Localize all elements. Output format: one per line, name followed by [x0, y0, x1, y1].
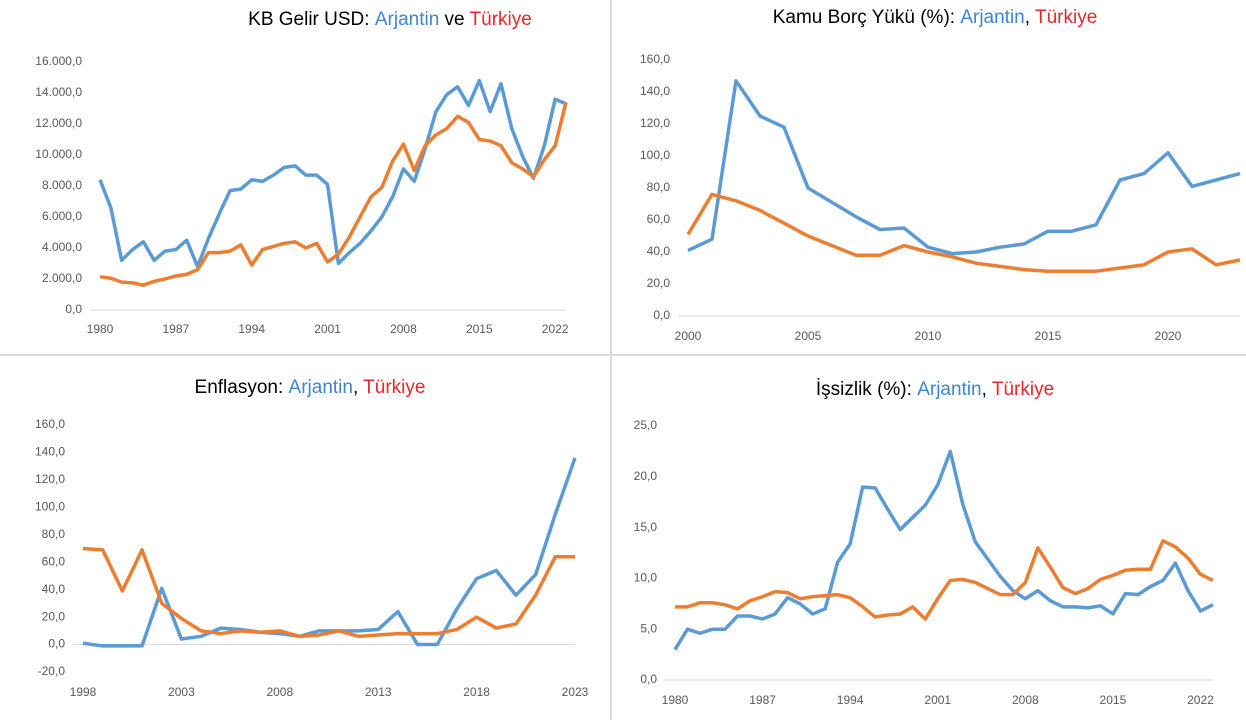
legend-entry: Türkiye — [470, 9, 532, 30]
y-tick-label: 80,0 — [42, 527, 66, 541]
y-tick-label: 10,0 — [634, 571, 658, 585]
title-separator: , — [353, 377, 363, 398]
x-tick-label: 2015 — [1100, 693, 1127, 707]
x-tick-label: 2003 — [168, 685, 195, 699]
chart-title: Enflasyon: Arjantin, Türkiye — [195, 377, 426, 398]
title-separator: , — [1025, 7, 1035, 28]
y-tick-label: 0,0 — [653, 308, 670, 322]
x-tick-label: 2008 — [266, 685, 293, 699]
series-line — [673, 449, 1214, 651]
y-tick-label: 140,0 — [640, 84, 670, 98]
y-tick-label: 0,0 — [48, 637, 65, 651]
y-tick-label: 10.000,0 — [35, 147, 82, 161]
chart-title: Kamu Borç Yükü (%): Arjantin, Türkiye — [773, 7, 1098, 28]
y-tick-label: 120,0 — [640, 116, 670, 130]
y-tick-label: 12.000,0 — [35, 116, 82, 130]
title-text: İşsizlik (%): — [816, 379, 912, 400]
y-tick-label: 14.000,0 — [35, 85, 82, 99]
x-tick-label: 2015 — [1035, 329, 1062, 343]
title-text: Kamu Borç Yükü (%): — [773, 7, 955, 28]
y-tick-label: 0,0 — [65, 302, 82, 316]
x-tick-label: 2015 — [466, 322, 493, 336]
y-tick-label: 20,0 — [42, 609, 66, 623]
x-tick-label: 2022 — [542, 322, 569, 336]
series-line — [98, 78, 567, 269]
x-tick-label: 2013 — [365, 685, 392, 699]
y-tick-label: 0,0 — [640, 672, 657, 686]
x-tick-label: 1987 — [749, 693, 776, 707]
series-line — [82, 457, 577, 648]
series-line — [99, 101, 568, 287]
y-tick-label: 60,0 — [42, 554, 66, 568]
x-tick-label: 2020 — [1155, 329, 1182, 343]
title-text: Enflasyon: — [195, 377, 284, 398]
y-tick-label: 140,0 — [35, 445, 65, 459]
legend-entry: Arjantin — [917, 379, 981, 400]
legend-entry: Türkiye — [363, 377, 425, 398]
y-tick-label: 5,0 — [640, 621, 657, 635]
y-tick-label: 6.000,0 — [42, 209, 82, 223]
legend-entry: Arjantin — [289, 377, 353, 398]
y-tick-label: 40,0 — [647, 244, 671, 258]
series-line — [687, 79, 1241, 256]
x-tick-label: 2001 — [314, 322, 341, 336]
legend-entry: Türkiye — [1035, 7, 1097, 28]
x-tick-label: 2001 — [924, 693, 951, 707]
y-tick-label: -20,0 — [38, 664, 66, 678]
y-tick-label: 160,0 — [640, 52, 670, 66]
y-tick-label: 160,0 — [35, 417, 65, 431]
x-tick-label: 2022 — [1187, 693, 1214, 707]
x-tick-label: 2008 — [1012, 693, 1039, 707]
x-tick-label: 1998 — [70, 685, 97, 699]
y-tick-label: 40,0 — [42, 582, 66, 596]
x-tick-label: 2005 — [795, 329, 822, 343]
y-tick-label: 120,0 — [35, 472, 65, 486]
x-tick-label: 1980 — [87, 322, 114, 336]
x-tick-label: 2010 — [915, 329, 942, 343]
x-tick-label: 2008 — [390, 322, 417, 336]
x-tick-label: 1994 — [837, 693, 864, 707]
y-tick-label: 16.000,0 — [35, 54, 82, 68]
y-tick-label: 4.000,0 — [42, 240, 82, 254]
x-tick-label: 1994 — [238, 322, 265, 336]
y-tick-label: 100,0 — [35, 500, 65, 514]
chart-title: İşsizlik (%): Arjantin, Türkiye — [816, 379, 1054, 400]
series-line — [686, 192, 1241, 273]
x-tick-label: 1980 — [662, 693, 689, 707]
y-tick-label: 20,0 — [647, 276, 671, 290]
chart-title: KB Gelir USD: Arjantin ve Türkiye — [248, 9, 532, 30]
y-tick-label: 8.000,0 — [42, 178, 82, 192]
y-tick-label: 100,0 — [640, 148, 670, 162]
title-text: KB Gelir USD: — [248, 9, 369, 30]
y-tick-label: 60,0 — [647, 212, 671, 226]
y-tick-label: 20,0 — [634, 469, 658, 483]
title-separator: , — [982, 379, 992, 400]
x-tick-label: 2000 — [675, 329, 702, 343]
x-tick-label: 2018 — [463, 685, 490, 699]
legend-entry: Arjantin — [960, 7, 1024, 28]
y-tick-label: 25,0 — [634, 418, 658, 432]
y-tick-label: 2.000,0 — [42, 271, 82, 285]
series-line — [82, 546, 575, 639]
legend-entry: Arjantin — [375, 9, 439, 30]
series-line — [675, 539, 1214, 621]
legend-entry: Türkiye — [992, 379, 1054, 400]
y-tick-label: 15,0 — [634, 520, 658, 534]
y-tick-label: 80,0 — [647, 180, 671, 194]
x-tick-label: 1987 — [163, 322, 190, 336]
title-separator: ve — [439, 9, 469, 30]
x-tick-label: 2023 — [562, 685, 589, 699]
